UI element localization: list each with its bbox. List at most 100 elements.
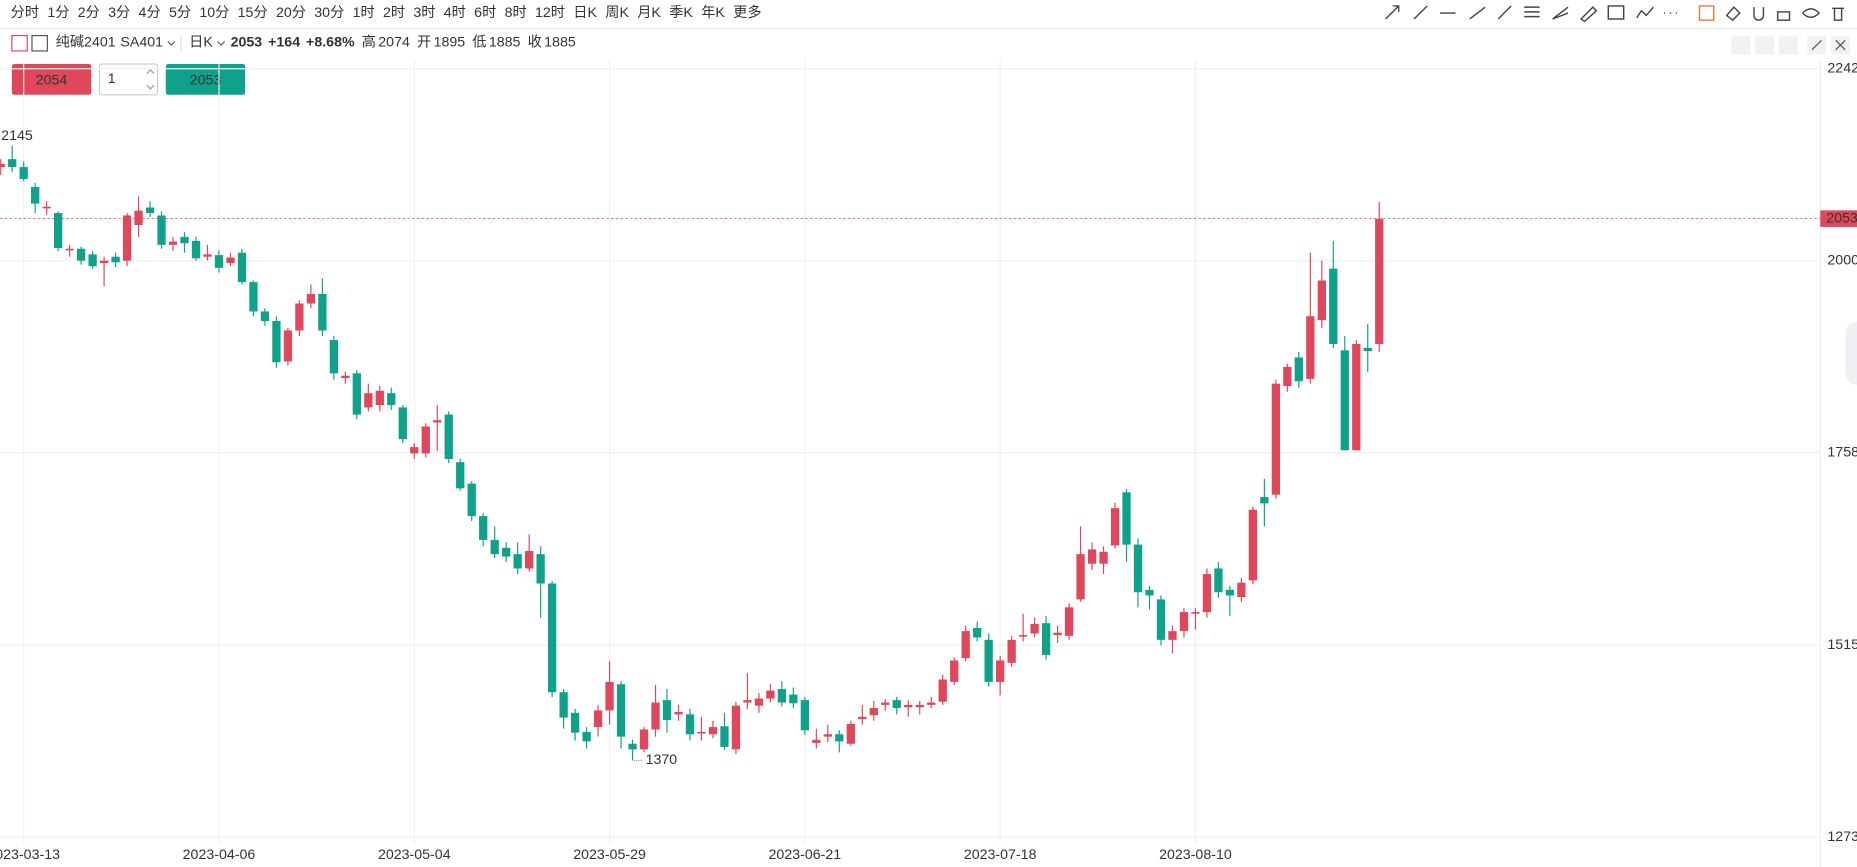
period-tab[interactable]: 日K bbox=[573, 5, 597, 21]
period-tab[interactable]: 1时 bbox=[353, 4, 375, 21]
period-tab[interactable]: 4分 bbox=[139, 4, 161, 21]
period-tab[interactable]: 3分 bbox=[108, 4, 130, 21]
candle-body bbox=[410, 447, 419, 454]
candle-body bbox=[1225, 589, 1235, 596]
stat-label: 高 bbox=[362, 33, 376, 50]
candle-body bbox=[789, 694, 798, 704]
candle-body bbox=[662, 700, 672, 720]
price-change: +164 bbox=[268, 34, 300, 50]
period-tab[interactable]: 5分 bbox=[169, 4, 191, 21]
candle-body bbox=[329, 340, 339, 374]
candle-body bbox=[1133, 544, 1143, 593]
period-tab[interactable]: 4时 bbox=[444, 4, 466, 21]
dropdown-caret[interactable] bbox=[167, 41, 176, 46]
period-tab[interactable]: 8时 bbox=[505, 4, 527, 21]
candle-body bbox=[777, 689, 787, 703]
period-tab[interactable]: 20分 bbox=[276, 4, 306, 21]
period-tab[interactable]: 季K bbox=[669, 4, 693, 21]
candle-body bbox=[559, 692, 568, 718]
stat-value: 2074 bbox=[378, 34, 410, 50]
candle-body bbox=[869, 708, 878, 716]
candle-body bbox=[318, 294, 327, 331]
candle-body bbox=[42, 206, 51, 209]
candle-body bbox=[823, 734, 832, 737]
period-tab[interactable]: 30分 bbox=[314, 4, 344, 21]
candle-body bbox=[720, 726, 729, 747]
stat-value: 1885 bbox=[544, 34, 576, 50]
quantity-input[interactable] bbox=[98, 63, 159, 96]
candle-body bbox=[1018, 635, 1028, 637]
period-tab[interactable]: 10分 bbox=[199, 4, 229, 21]
candle-body bbox=[800, 700, 810, 731]
period-tab[interactable]: 更多 bbox=[733, 4, 761, 21]
candle-body bbox=[904, 704, 913, 708]
candle-body bbox=[892, 700, 901, 709]
stat-label: 开 bbox=[417, 34, 431, 50]
sell-price[interactable]: 2054 bbox=[36, 72, 68, 88]
candle-body bbox=[502, 547, 511, 557]
y-tick-label: 1758 bbox=[1827, 444, 1857, 460]
period-tab[interactable]: 2分 bbox=[78, 4, 100, 21]
period-tab[interactable]: 15分 bbox=[238, 4, 268, 21]
candle-body bbox=[628, 743, 637, 750]
candle-body bbox=[157, 215, 166, 245]
period: 日K bbox=[189, 34, 213, 50]
candle-body bbox=[364, 393, 373, 408]
y-tick-label: 2242 bbox=[1827, 60, 1857, 76]
candle-body bbox=[1122, 492, 1131, 545]
candle-body bbox=[1375, 218, 1384, 344]
period-tab[interactable]: 月K bbox=[637, 5, 661, 21]
x-tick-label: 2023-05-29 bbox=[573, 847, 646, 863]
period-tab[interactable]: 2时 bbox=[383, 4, 405, 21]
candle-body bbox=[272, 320, 281, 363]
last-price-tag-label: 2053 bbox=[1826, 210, 1857, 226]
period-tab[interactable]: 年K bbox=[701, 4, 725, 21]
candle-body bbox=[582, 731, 591, 742]
candle-body bbox=[168, 241, 178, 245]
candle-body bbox=[352, 373, 361, 415]
period-tab[interactable]: 6时 bbox=[474, 4, 496, 21]
candle-body bbox=[525, 551, 534, 569]
period-tab[interactable]: 12时 bbox=[535, 4, 565, 21]
quantity[interactable]: 1 bbox=[108, 71, 116, 87]
period-tab[interactable]: 周K bbox=[605, 5, 629, 21]
x-tick-label: 2023-08-10 bbox=[1159, 847, 1232, 863]
buy-button[interactable] bbox=[165, 63, 246, 95]
candle-body bbox=[375, 390, 384, 406]
candle-body bbox=[1260, 497, 1269, 504]
candle-body bbox=[467, 483, 476, 517]
candle-body bbox=[812, 739, 821, 743]
period-tab[interactable]: 分时 bbox=[11, 4, 39, 21]
candle-body bbox=[1087, 549, 1097, 564]
candle-body bbox=[1064, 607, 1074, 636]
candle-body bbox=[973, 627, 982, 638]
candle-body bbox=[145, 207, 155, 214]
candle-body bbox=[122, 215, 132, 261]
buy-price[interactable]: 2053 bbox=[190, 72, 222, 88]
candle-body bbox=[398, 407, 407, 440]
panel-buttons[interactable] bbox=[1731, 35, 1850, 55]
candle-body bbox=[479, 516, 488, 540]
candle-body bbox=[685, 714, 695, 735]
sell-button[interactable] bbox=[11, 63, 92, 95]
dropdown-caret[interactable] bbox=[217, 41, 226, 46]
candle-body bbox=[88, 254, 97, 267]
x-tick-label: 2023-06-21 bbox=[769, 847, 842, 863]
side-panel-toggle[interactable] bbox=[1845, 322, 1857, 385]
x-tick-label: 2023-04-06 bbox=[183, 847, 256, 863]
period-tab[interactable]: 3时 bbox=[413, 4, 435, 21]
candle-body bbox=[570, 712, 580, 733]
spinner[interactable] bbox=[146, 69, 155, 90]
candle-body bbox=[191, 240, 201, 259]
min-label: 1370 bbox=[646, 752, 678, 768]
candle-body bbox=[76, 248, 86, 261]
candle-body bbox=[1329, 268, 1338, 344]
drawing-tools[interactable] bbox=[1385, 5, 1844, 23]
candle-body bbox=[1030, 623, 1039, 634]
candle-body bbox=[226, 257, 235, 264]
candle-body bbox=[444, 414, 453, 459]
candle-body bbox=[651, 702, 660, 730]
candle-body bbox=[639, 729, 649, 750]
period-tab[interactable]: 1分 bbox=[47, 4, 69, 21]
